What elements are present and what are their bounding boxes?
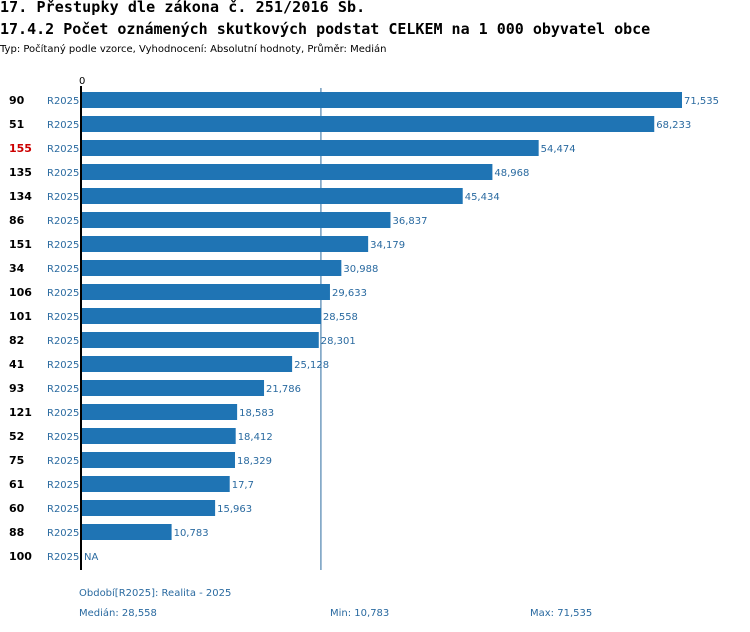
max-summary: Max: 71,535 <box>530 608 593 619</box>
row-period-label: R2025 <box>47 288 79 299</box>
bar <box>81 500 216 516</box>
bar-value-label: 29,633 <box>332 288 367 299</box>
bar-value-label: 18,412 <box>238 432 273 443</box>
row-period-label: R2025 <box>47 168 79 179</box>
bar <box>81 92 682 108</box>
row-period-label: R2025 <box>47 216 79 227</box>
bar-value-label: 34,179 <box>370 240 405 251</box>
bar-value-label: 68,233 <box>656 120 691 131</box>
bar <box>81 116 655 132</box>
row-id-label: 82 <box>9 334 24 347</box>
row-id-label: 90 <box>9 94 25 107</box>
bar-value-label: 17,7 <box>232 480 254 491</box>
bar-value-label: 21,786 <box>266 384 301 395</box>
row-id-label: 100 <box>9 550 32 563</box>
row-id-label: 86 <box>9 214 25 227</box>
bar-value-label: 71,535 <box>684 96 719 107</box>
row-period-label: R2025 <box>47 192 79 203</box>
row-id-label: 41 <box>9 358 24 371</box>
row-period-label: R2025 <box>47 264 79 275</box>
row-id-label: 88 <box>9 526 24 539</box>
bar <box>81 212 391 228</box>
row-period-label: R2025 <box>47 336 79 347</box>
bar-value-label: 18,583 <box>239 408 274 419</box>
bar <box>81 332 319 348</box>
bar-value-label: 54,474 <box>541 144 576 155</box>
bar <box>81 404 238 420</box>
bar <box>81 452 235 468</box>
bar <box>81 380 265 396</box>
row-id-label: 135 <box>9 166 32 179</box>
row-period-label: R2025 <box>47 504 79 515</box>
bar-value-label: 48,968 <box>494 168 529 179</box>
chart-type-line: Typ: Počítaný podle vzorce, Vyhodnocení:… <box>0 44 387 55</box>
chart-subtitle: 17.4.2 Počet oznámených skutkových podst… <box>0 20 651 38</box>
row-period-label: R2025 <box>47 360 79 371</box>
min-summary: Min: 10,783 <box>330 608 390 619</box>
row-id-label: 155 <box>9 142 32 155</box>
bar-value-label: 36,837 <box>392 216 427 227</box>
row-period-label: R2025 <box>47 144 79 155</box>
row-id-label: 51 <box>9 118 24 131</box>
row-id-label: 34 <box>9 262 25 275</box>
row-id-label: 52 <box>9 430 24 443</box>
bar <box>81 236 369 252</box>
bar <box>81 284 330 300</box>
median-summary: Medián: 28,558 <box>79 608 157 619</box>
period-note: Období[R2025]: Realita - 2025 <box>79 588 232 599</box>
row-id-label: 151 <box>9 238 32 251</box>
bar-value-label: 15,963 <box>217 504 252 515</box>
row-id-label: 60 <box>9 502 25 515</box>
row-period-label: R2025 <box>47 456 79 467</box>
bar <box>81 476 230 492</box>
bar <box>81 524 172 540</box>
row-period-label: R2025 <box>47 408 79 419</box>
bar <box>81 428 236 444</box>
row-id-label: 93 <box>9 382 24 395</box>
row-period-label: R2025 <box>47 120 79 131</box>
row-id-label: 101 <box>9 310 32 323</box>
page-title: 17. Přestupky dle zákona č. 251/2016 Sb. <box>0 0 366 16</box>
bar-value-label: 10,783 <box>174 528 209 539</box>
row-id-label: 106 <box>9 286 32 299</box>
bar <box>81 164 493 180</box>
bar-value-label: 18,329 <box>237 456 272 467</box>
bar <box>81 260 342 276</box>
row-period-label: R2025 <box>47 384 79 395</box>
bar-value-label: 28,301 <box>321 336 356 347</box>
row-id-label: 75 <box>9 454 24 467</box>
bar <box>81 356 293 372</box>
row-period-label: R2025 <box>47 432 79 443</box>
row-id-label: 61 <box>9 478 24 491</box>
row-period-label: R2025 <box>47 552 79 563</box>
bar-value-label: 45,434 <box>465 192 500 203</box>
row-period-label: R2025 <box>47 528 79 539</box>
row-period-label: R2025 <box>47 312 79 323</box>
bar-value-label: NA <box>84 552 98 563</box>
row-period-label: R2025 <box>47 480 79 491</box>
bar-value-label: 30,988 <box>343 264 378 275</box>
row-id-label: 134 <box>9 190 32 203</box>
bar <box>81 140 539 156</box>
bar-value-label: 25,128 <box>294 360 329 371</box>
bar-value-label: 28,558 <box>323 312 358 323</box>
row-period-label: R2025 <box>47 240 79 251</box>
axis-zero-label: 0 <box>79 76 85 87</box>
row-id-label: 121 <box>9 406 32 419</box>
bar <box>81 308 321 324</box>
bar <box>81 188 463 204</box>
row-period-label: R2025 <box>47 96 79 107</box>
